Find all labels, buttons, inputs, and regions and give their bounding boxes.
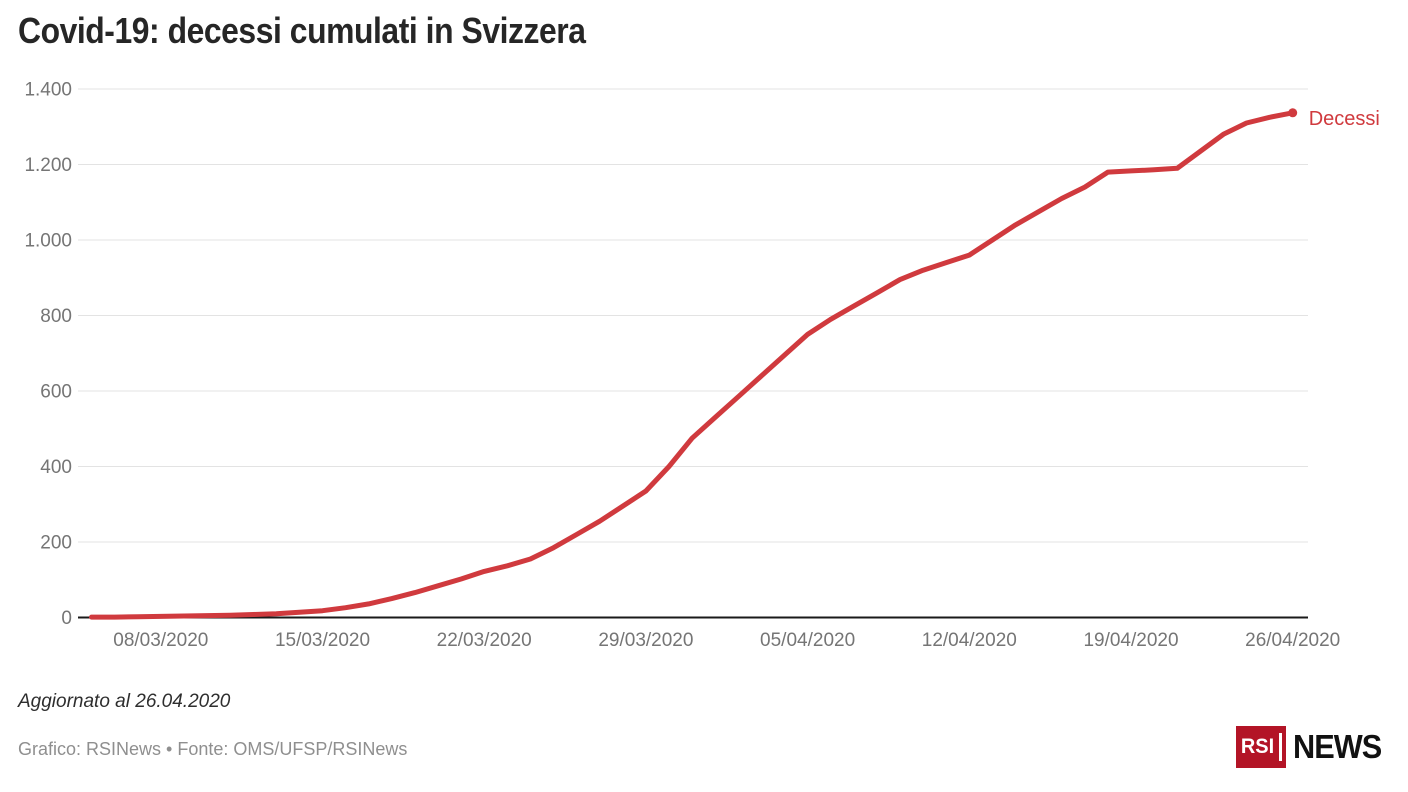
- line-chart: 0 200 400 600 800 1.000 1.200 1.400 08/03/2020 15…: [24, 80, 1380, 652]
- y-tick-label: 600: [40, 382, 72, 403]
- x-tick-label: 26/04/2020: [1245, 630, 1340, 651]
- x-tick-label: 22/03/2020: [437, 630, 532, 651]
- page-title: Covid-19: decessi cumulati in Svizzera: [18, 10, 586, 51]
- updated-note: Aggiornato al 26.04.2020: [18, 691, 231, 712]
- x-tick-label: 29/03/2020: [598, 630, 693, 651]
- x-tick-label: 15/03/2020: [275, 630, 370, 651]
- line-end-dot: [1288, 108, 1298, 118]
- y-tick-label: 400: [40, 457, 72, 478]
- rsi-logo-box: RSI: [1236, 726, 1286, 768]
- y-tick-label: 1.400: [24, 80, 72, 101]
- deaths-line: [89, 110, 1296, 620]
- x-tick-label: 08/03/2020: [113, 630, 208, 651]
- rsi-news-logo: RSI NEWS: [1236, 726, 1388, 768]
- series-label-decessi: Decessi: [1309, 108, 1380, 130]
- rsi-logo-bar: [1278, 733, 1282, 761]
- rsi-logo-text: RSI: [1241, 735, 1275, 758]
- y-tick-label: 800: [40, 306, 72, 327]
- x-tick-label: 12/04/2020: [922, 630, 1017, 651]
- news-logo-text: NEWS: [1293, 728, 1382, 765]
- x-tick-label: 05/04/2020: [760, 630, 855, 651]
- y-tick-label: 0: [61, 608, 72, 629]
- y-tick-label: 1.200: [24, 155, 72, 176]
- x-tick-label: 19/04/2020: [1083, 630, 1178, 651]
- y-tick-label: 1.000: [24, 231, 72, 252]
- y-tick-label: 200: [40, 533, 72, 554]
- credits-source-line: Grafico: RSINews • Fonte: OMS/UFSP/RSINe…: [18, 739, 408, 759]
